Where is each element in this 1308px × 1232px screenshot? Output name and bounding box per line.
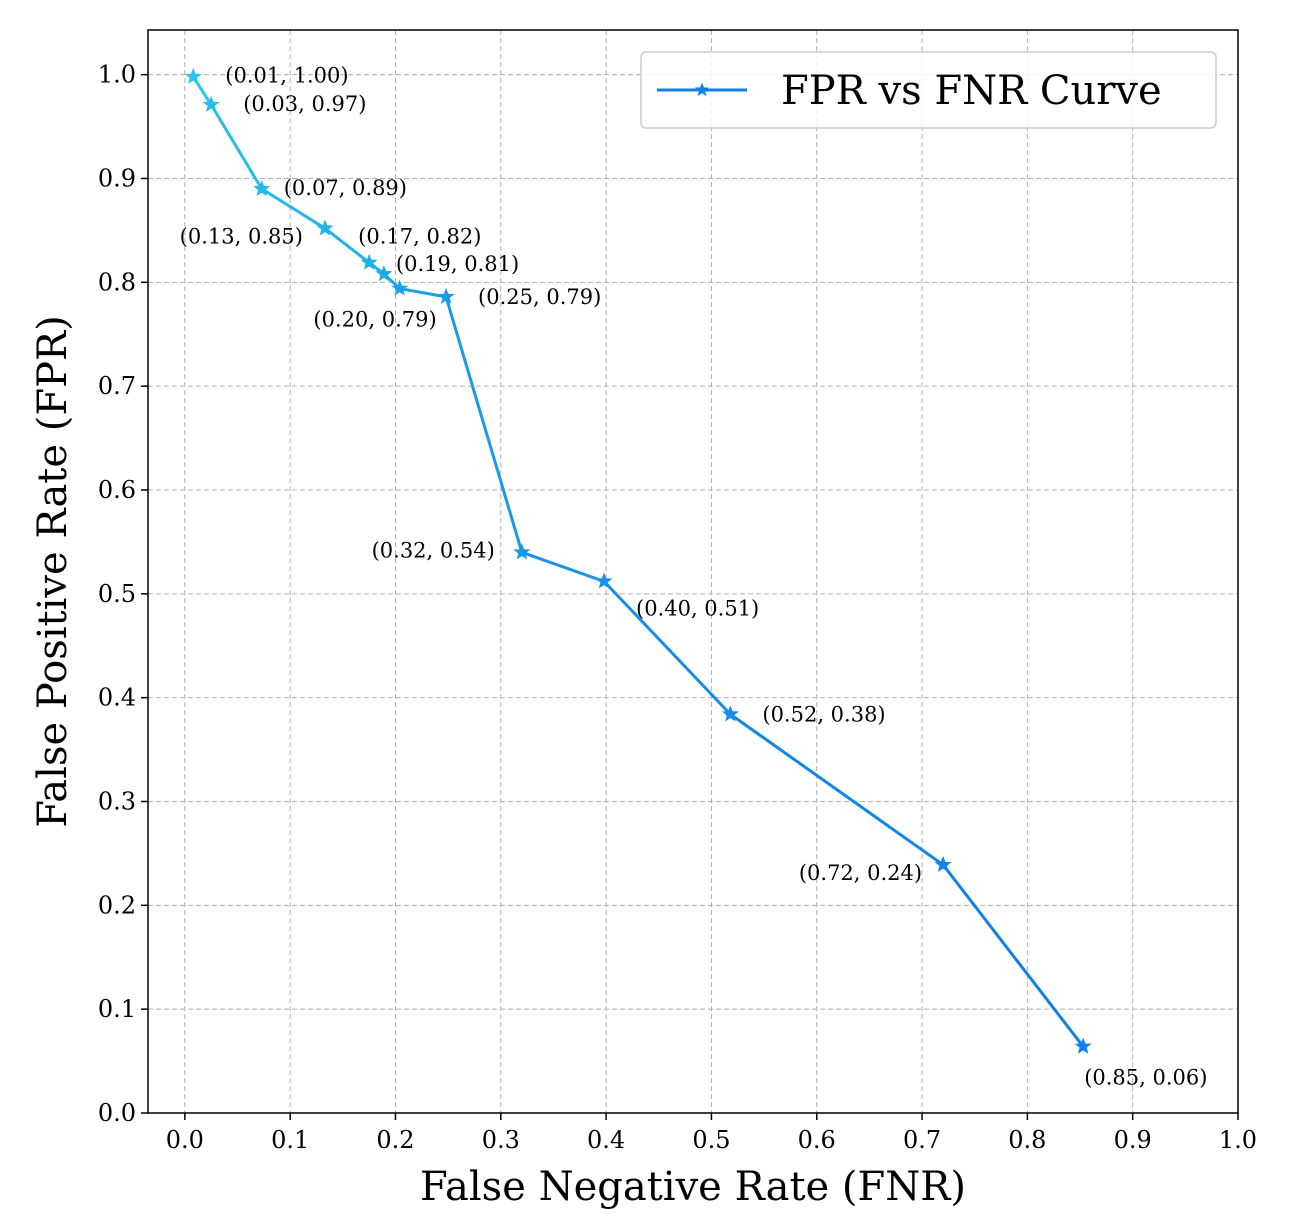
- data-point-label: (0.85, 0.06): [1084, 1066, 1207, 1090]
- data-point-star-marker: [934, 855, 952, 873]
- y-tick-label: 1.0: [98, 61, 136, 89]
- data-point-label: (0.17, 0.82): [358, 225, 481, 249]
- legend-star-marker: [694, 82, 710, 97]
- x-tick-label: 0.1: [271, 1126, 309, 1154]
- series-line-segment: [602, 579, 732, 716]
- data-point-label: (0.19, 0.81): [396, 252, 519, 276]
- data-point-label: (0.52, 0.38): [762, 702, 885, 726]
- x-tick-label: 0.9: [1114, 1126, 1152, 1154]
- data-point-label: (0.20, 0.79): [313, 308, 436, 332]
- data-point-star-marker: [253, 179, 271, 197]
- point-labels: (0.01, 1.00) (0.03, 0.97) (0.07, 0.89) (0.1…: [180, 64, 1208, 1090]
- data-point-label: (0.25, 0.79): [478, 285, 601, 309]
- y-tick-label: 0.6: [98, 476, 136, 504]
- data-point-star-marker: [437, 287, 455, 305]
- y-tick-label: 0.2: [98, 891, 136, 919]
- x-tick-label: 0.8: [1008, 1126, 1046, 1154]
- x-tick-label: 1.0: [1219, 1126, 1257, 1154]
- data-point-star-marker: [513, 543, 531, 560]
- series-line-segment: [444, 295, 524, 554]
- x-tick-label: 0.6: [798, 1126, 836, 1154]
- grid-layer: [148, 30, 1239, 1114]
- legend-box: [640, 51, 1217, 129]
- series-line-segment: [260, 187, 327, 230]
- data-point-star-marker: [360, 253, 378, 270]
- y-tick-label: 0.7: [98, 372, 136, 400]
- series-line-segment: [728, 712, 945, 867]
- data-point-label: (0.07, 0.89): [284, 176, 407, 200]
- x-tick-label: 0.2: [376, 1126, 414, 1154]
- x-tick-label: 0.4: [587, 1126, 625, 1154]
- y-axis-title: False Positive Rate (FPR): [30, 315, 76, 827]
- legend-label: FPR vs FNR Curve: [781, 68, 1162, 114]
- data-point-star-marker: [316, 219, 334, 236]
- legend: FPR vs FNR Curve: [640, 51, 1217, 129]
- data-point-label: (0.01, 1.00): [225, 64, 348, 88]
- x-tick-label: 0.5: [692, 1126, 730, 1154]
- data-point-star-marker: [184, 67, 202, 84]
- series-line-segment: [398, 287, 448, 299]
- x-tick-label: 0.0: [166, 1126, 204, 1154]
- y-tick-label: 0.4: [98, 684, 136, 712]
- x-axis-title: False Negative Rate (FNR): [420, 1164, 966, 1210]
- y-tick-label: 0.5: [98, 580, 136, 608]
- y-tick-label: 0.1: [98, 995, 136, 1023]
- y-tick-label: 0.0: [98, 1099, 136, 1127]
- x-tick-label: 0.3: [482, 1126, 520, 1154]
- axis-ticks: 0.0 0.1 0.2 0.3 0.4 0.5 0.6 0.7 0.8 0.9 1.0 0.0 0.1 0…: [98, 61, 1257, 1154]
- series-line-segment: [323, 226, 371, 265]
- y-tick-label: 0.8: [98, 268, 136, 296]
- series-line-segment: [209, 103, 264, 191]
- data-point-star-marker: [202, 95, 220, 112]
- series-layer: [184, 67, 1092, 1054]
- y-tick-label: 0.9: [98, 164, 136, 192]
- data-point-star-marker: [375, 265, 393, 282]
- series-line-segment: [941, 863, 1085, 1049]
- data-point-label: (0.13, 0.85): [180, 224, 303, 248]
- data-point-label: (0.40, 0.51): [636, 596, 759, 620]
- y-tick-label: 0.3: [98, 787, 136, 815]
- data-point-star-marker: [391, 279, 409, 296]
- plot-border: [147, 29, 1239, 1114]
- series-line-segment: [520, 550, 606, 583]
- data-point-star-marker: [721, 705, 739, 722]
- data-point-star-marker: [595, 572, 613, 589]
- x-tick-label: 0.7: [903, 1126, 941, 1154]
- data-point-label: (0.32, 0.54): [372, 538, 495, 562]
- data-point-label: (0.03, 0.97): [243, 92, 366, 116]
- plot-frame: [147, 29, 1239, 1114]
- data-point-label: (0.72, 0.24): [799, 861, 922, 885]
- data-point-star-marker: [1074, 1037, 1092, 1054]
